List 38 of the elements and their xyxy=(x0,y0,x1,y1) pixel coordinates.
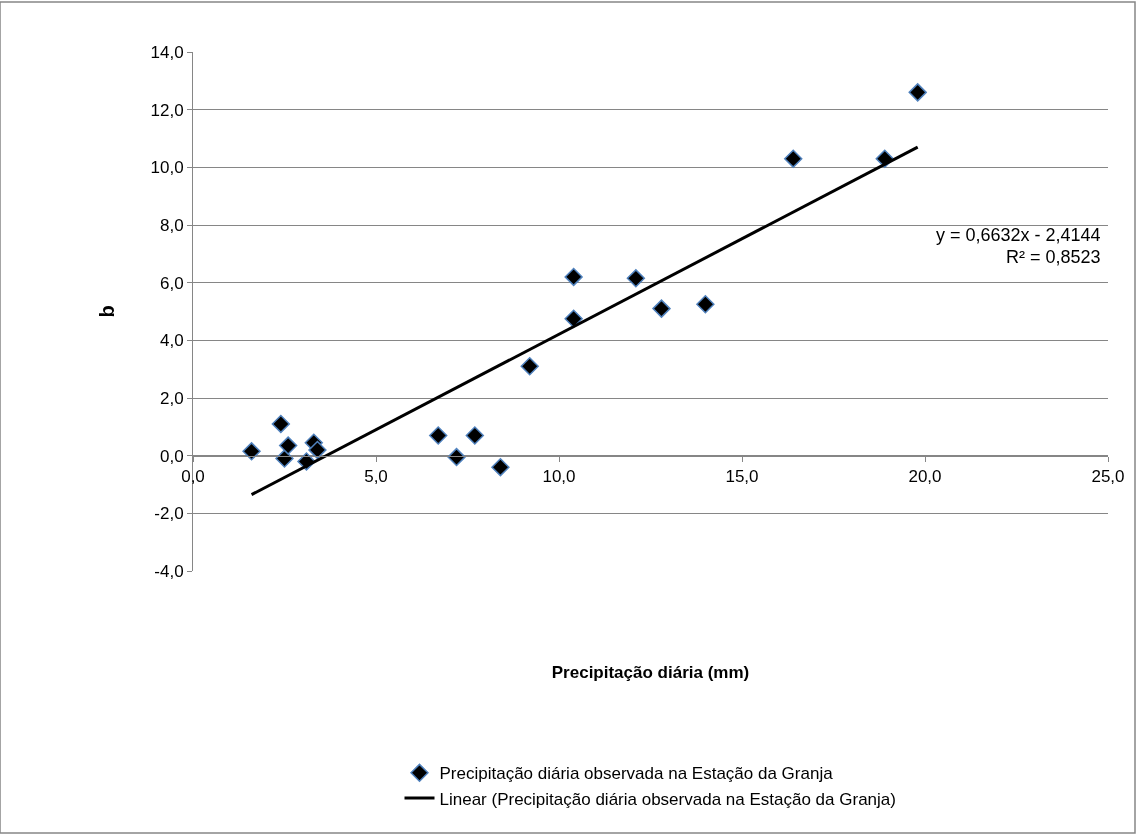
point xyxy=(626,269,646,288)
y-tick-label: 4,0 xyxy=(159,331,184,351)
x-tick-label: 25,0 xyxy=(1091,467,1125,487)
x-tick-label: 0,0 xyxy=(181,467,205,487)
point xyxy=(908,83,927,102)
y-tick-label: 2,0 xyxy=(159,388,184,408)
point xyxy=(242,442,261,461)
annotation: y = 0,6632x - 2,4144 xyxy=(936,225,1101,245)
x-tick-label: 5,0 xyxy=(364,467,388,487)
point xyxy=(465,426,485,445)
point xyxy=(429,426,448,445)
point xyxy=(447,447,466,467)
x-tick-label: 20,0 xyxy=(908,467,942,487)
x-axis-title: Precipitação diária (mm) xyxy=(551,663,750,683)
point xyxy=(696,295,715,314)
annotation: R² = 0,8523 xyxy=(1006,247,1101,267)
point xyxy=(784,149,803,168)
y-tick-label: 8,0 xyxy=(159,215,184,235)
point xyxy=(520,357,539,376)
point xyxy=(564,309,583,328)
y-tick-label: -4,0 xyxy=(154,561,184,581)
y-tick-label: 0,0 xyxy=(159,446,184,466)
y-axis-title: b xyxy=(96,305,119,318)
point xyxy=(271,414,291,434)
point xyxy=(652,299,671,318)
y-tick-label: 6,0 xyxy=(159,273,184,293)
x-tick-label: 15,0 xyxy=(725,467,759,487)
point xyxy=(308,440,327,460)
y-tick-label: 14,0 xyxy=(150,42,184,62)
point xyxy=(564,267,583,287)
point xyxy=(491,458,510,477)
legend-label: Precipitação diária observada na Estação da Granja xyxy=(439,764,834,784)
x-tick-label: 10,0 xyxy=(542,467,576,487)
y-tick-label: 10,0 xyxy=(150,158,184,178)
y-tick-label: -2,0 xyxy=(154,504,184,524)
y-tick-label: 12,0 xyxy=(150,100,184,120)
legend-label: Linear (Precipitação diária observada na Estação da Granja) xyxy=(439,789,896,809)
point xyxy=(278,436,298,455)
